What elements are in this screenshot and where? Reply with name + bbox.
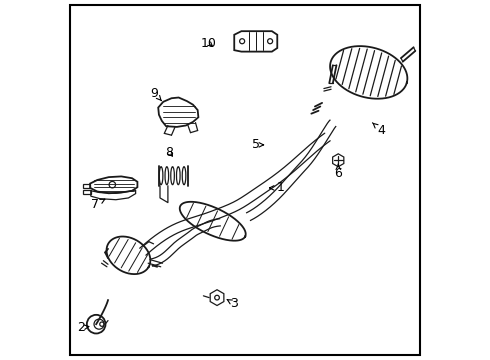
- Text: 4: 4: [372, 123, 385, 137]
- Text: 1: 1: [270, 181, 284, 194]
- Text: 10: 10: [200, 36, 217, 50]
- Text: 3: 3: [227, 297, 238, 310]
- Text: 5: 5: [252, 138, 264, 151]
- Text: 8: 8: [165, 145, 173, 158]
- Text: 7: 7: [91, 198, 105, 211]
- Text: 6: 6: [334, 164, 342, 180]
- Text: 2: 2: [77, 321, 89, 334]
- Text: 9: 9: [151, 87, 161, 101]
